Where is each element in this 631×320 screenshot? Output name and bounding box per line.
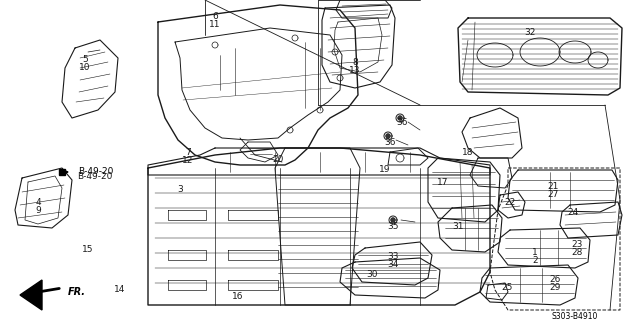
Text: 7: 7	[185, 148, 191, 157]
Text: 16: 16	[232, 292, 244, 301]
Text: 10: 10	[80, 63, 91, 72]
Text: 18: 18	[463, 148, 474, 157]
Polygon shape	[386, 134, 390, 138]
Text: 2: 2	[532, 256, 538, 265]
Text: 33: 33	[387, 252, 399, 261]
Text: 15: 15	[82, 245, 94, 254]
Text: FR.: FR.	[68, 287, 86, 297]
Text: B-49-20: B-49-20	[78, 172, 113, 181]
Text: 35: 35	[387, 222, 399, 231]
Text: 24: 24	[567, 208, 579, 217]
Polygon shape	[20, 280, 42, 310]
Text: 22: 22	[504, 198, 516, 207]
Text: 5: 5	[82, 55, 88, 64]
Text: 36: 36	[384, 138, 396, 147]
Text: 13: 13	[349, 66, 361, 75]
Text: 28: 28	[571, 248, 582, 257]
Text: 34: 34	[387, 260, 399, 269]
Text: 32: 32	[524, 28, 536, 37]
Text: 26: 26	[550, 275, 561, 284]
Text: 4: 4	[35, 198, 41, 207]
Text: 36: 36	[396, 118, 408, 127]
Text: 23: 23	[571, 240, 582, 249]
Text: 14: 14	[114, 285, 126, 294]
Text: 9: 9	[35, 206, 41, 215]
Text: 31: 31	[452, 222, 464, 231]
Text: 19: 19	[379, 165, 391, 174]
Text: 8: 8	[352, 58, 358, 67]
Text: 3: 3	[177, 185, 183, 194]
Text: 21: 21	[547, 182, 558, 191]
Text: 11: 11	[209, 20, 221, 29]
Text: 17: 17	[437, 178, 449, 187]
Text: 1: 1	[532, 248, 538, 257]
Text: 12: 12	[182, 156, 194, 165]
Text: 6: 6	[212, 12, 218, 21]
Text: 20: 20	[273, 155, 284, 164]
Text: B-49-20: B-49-20	[78, 167, 114, 177]
Text: 30: 30	[366, 270, 378, 279]
Text: S303-B4910: S303-B4910	[552, 312, 598, 320]
Polygon shape	[398, 116, 402, 120]
Text: 29: 29	[550, 283, 561, 292]
Polygon shape	[391, 218, 395, 222]
Text: 25: 25	[501, 283, 512, 292]
Text: 27: 27	[547, 190, 558, 199]
